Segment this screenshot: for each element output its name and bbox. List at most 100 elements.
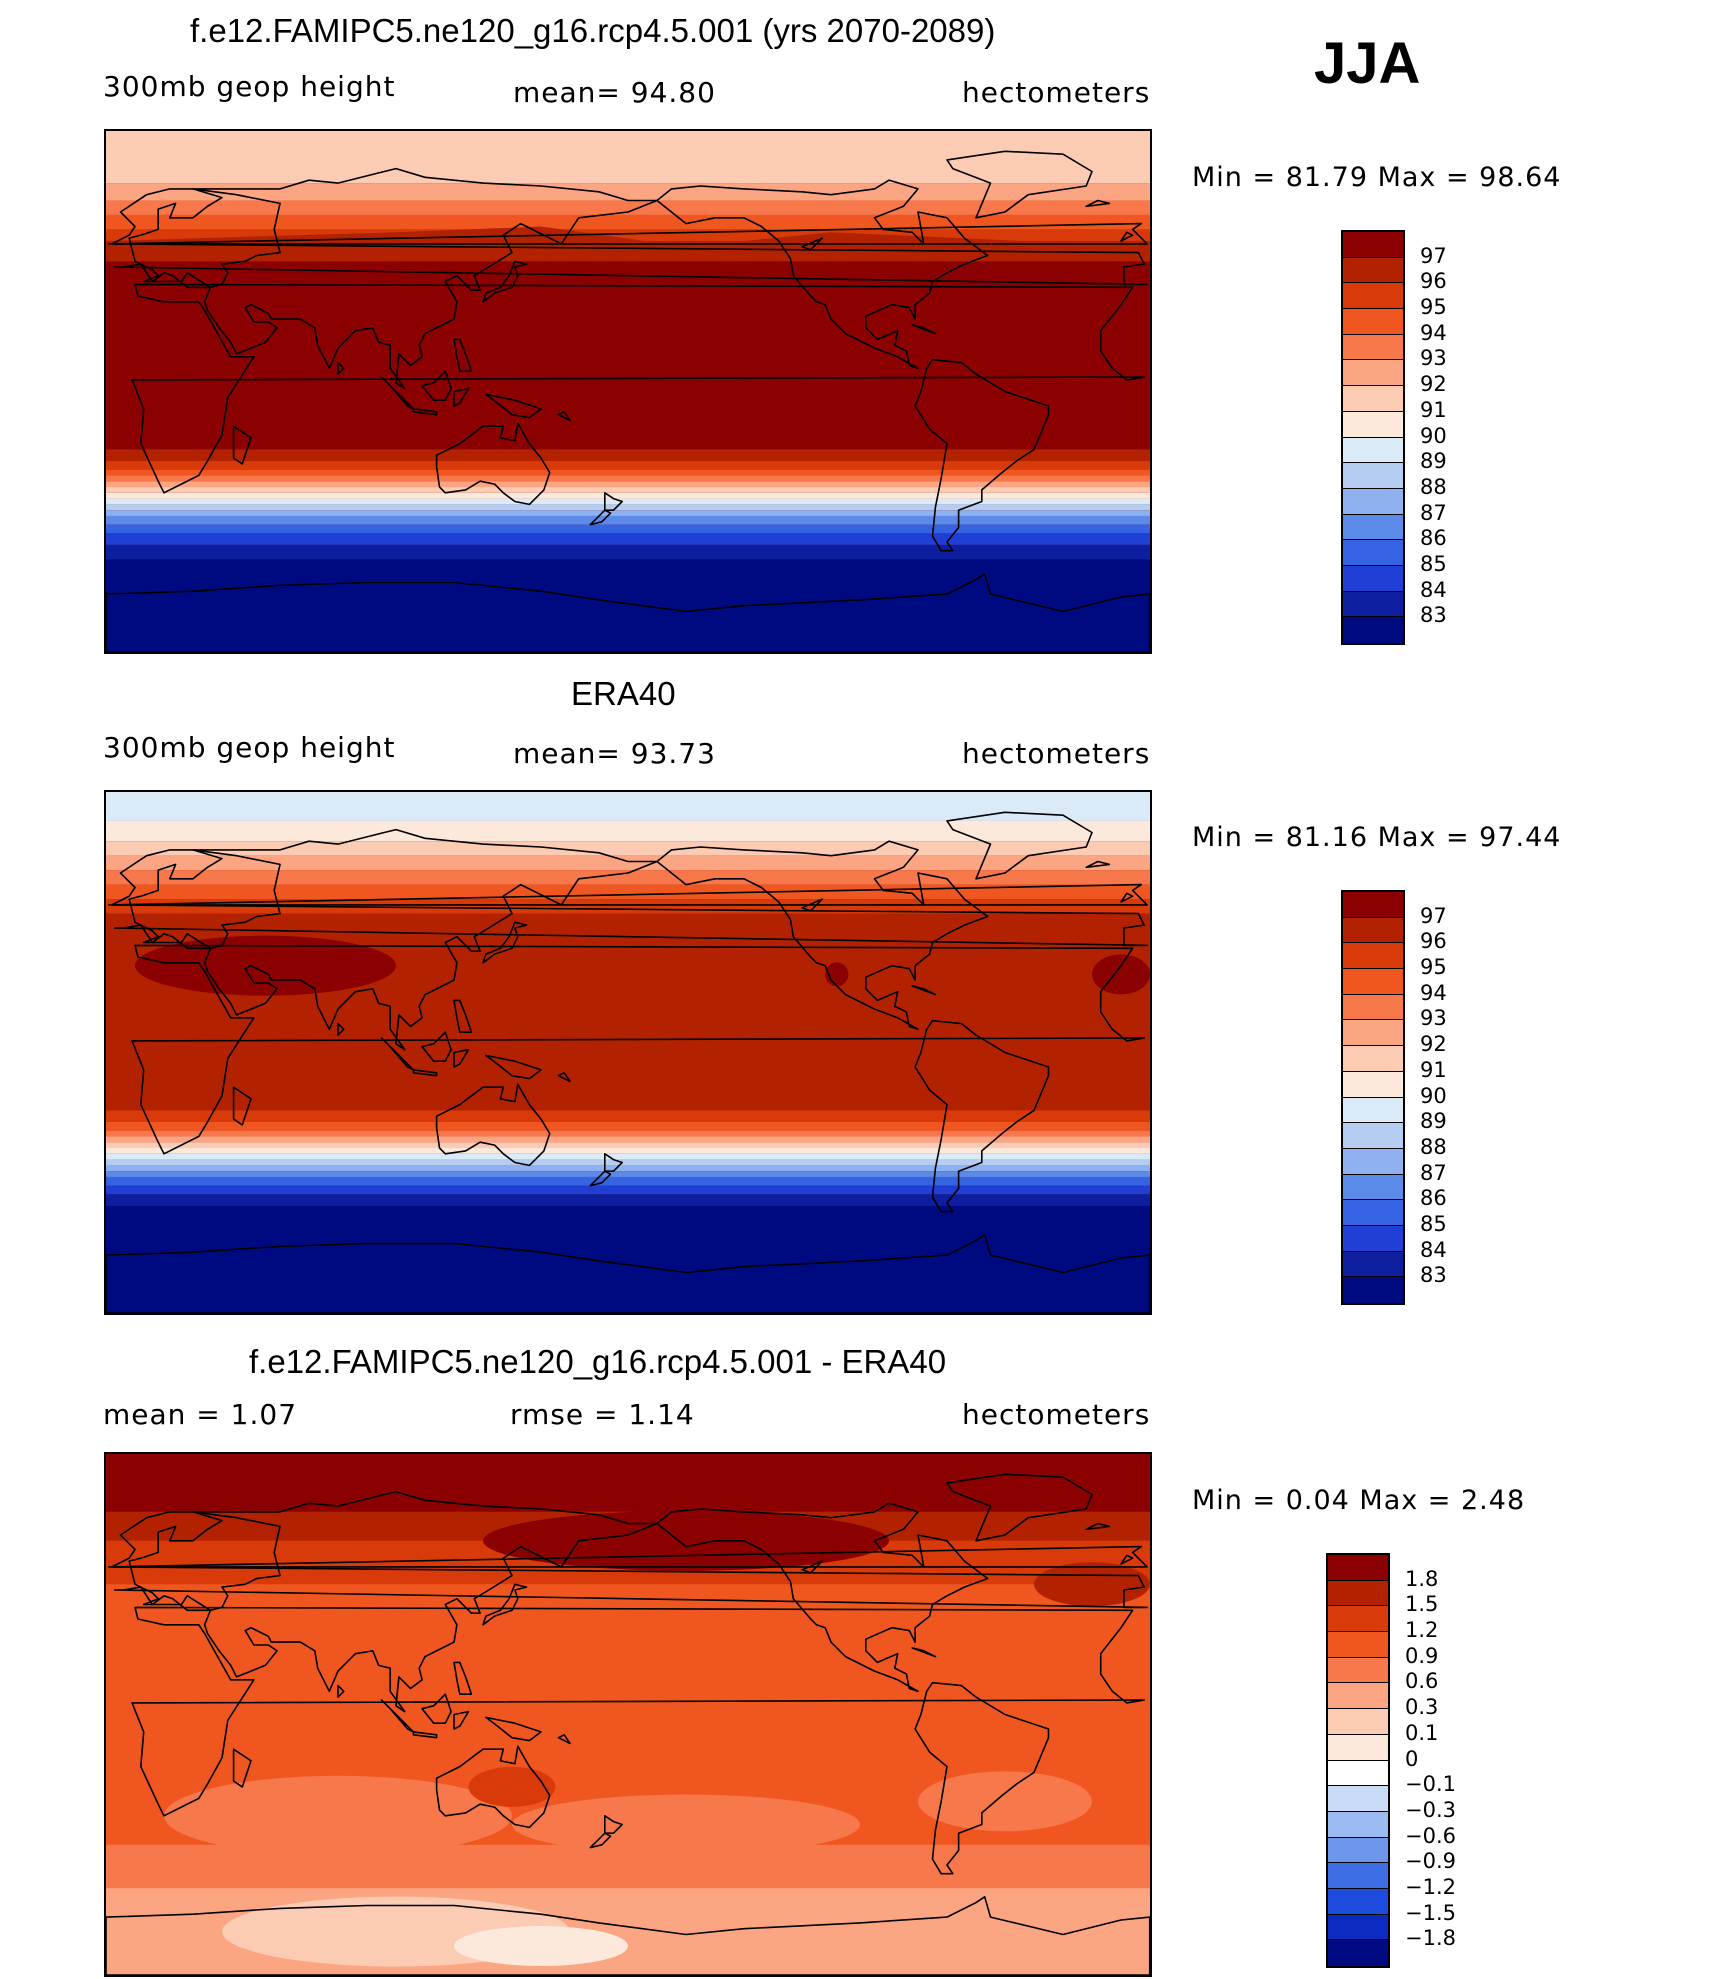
panel-diff-mean-label: mean = 1.07 xyxy=(103,1398,298,1431)
colorbar-swatch xyxy=(1328,1632,1388,1658)
colorbar-tick-label: 87 xyxy=(1420,1160,1447,1185)
panel-obs-units-label: hectometers xyxy=(962,737,1151,770)
coastline xyxy=(656,179,989,370)
contour-band xyxy=(106,460,1150,470)
island xyxy=(801,1560,824,1574)
island xyxy=(1120,1554,1134,1565)
colorbar-tick-label: 92 xyxy=(1420,372,1447,397)
coastline xyxy=(412,408,438,416)
contour-band xyxy=(106,1159,1150,1166)
colorbar-swatch xyxy=(1343,540,1403,566)
colorbar-tick-label: −1.2 xyxy=(1405,1874,1456,1899)
coastline xyxy=(106,1896,1150,1975)
colorbar-swatch xyxy=(1328,1863,1388,1889)
island xyxy=(1085,1522,1111,1531)
colorbar-tick-label: 95 xyxy=(1420,295,1447,320)
contour-band xyxy=(106,492,1150,499)
colorbar-tick-label: 96 xyxy=(1420,269,1447,294)
contour-band xyxy=(106,183,1150,201)
colorbar-tick-label: 94 xyxy=(1420,320,1447,345)
coastline xyxy=(946,811,1093,880)
contour-band xyxy=(106,1130,1150,1137)
colorbar-swatch xyxy=(1343,437,1403,464)
contour-band xyxy=(106,475,1150,482)
colorbar-swatch xyxy=(1328,1734,1388,1761)
colorbar-swatch xyxy=(1328,1940,1388,1966)
colorbar-tick-label: 0.9 xyxy=(1405,1643,1439,1668)
colorbar-swatch xyxy=(1343,386,1403,412)
coastline xyxy=(111,188,1148,289)
colorbar-swatch xyxy=(1343,917,1403,944)
colorbar-tick-label: 86 xyxy=(1420,1186,1447,1211)
island xyxy=(801,237,824,251)
island xyxy=(1120,231,1134,242)
coastline xyxy=(946,150,1093,219)
colorbar-swatch xyxy=(1343,1251,1403,1278)
colorbar-swatch xyxy=(1328,1555,1388,1581)
colorbar-tick-label: 87 xyxy=(1420,500,1447,525)
colorbar-swatch xyxy=(1343,1071,1403,1098)
coastline xyxy=(604,492,623,511)
island xyxy=(557,411,571,422)
contour-band xyxy=(106,855,1150,871)
colorbar-tick-label: −0.1 xyxy=(1405,1772,1456,1797)
colorbar-tick-label: 0.1 xyxy=(1405,1720,1439,1745)
colorbar-tick-label: 84 xyxy=(1420,577,1447,602)
colorbar-tick-label: −1.5 xyxy=(1405,1900,1456,1925)
colorbar-swatch xyxy=(1343,232,1403,258)
coastline xyxy=(111,1511,1148,1612)
colorbar-tick-label: 93 xyxy=(1420,1006,1447,1031)
contour-blob xyxy=(918,1771,1092,1832)
contour-band xyxy=(106,510,1150,516)
colorbar-swatch xyxy=(1328,1837,1388,1864)
coastline xyxy=(106,1234,1150,1313)
colorbar-tick-label: 0.6 xyxy=(1405,1669,1439,1694)
coastline xyxy=(435,1083,551,1167)
coastline xyxy=(106,573,1150,652)
panel-model-variable-label: 300mb geop height xyxy=(103,70,396,103)
coastline xyxy=(412,1069,438,1077)
coastline xyxy=(453,338,473,372)
contour-band xyxy=(106,1205,1150,1313)
contour-band xyxy=(106,1110,1150,1122)
panel-diff-rmse-label: rmse = 1.14 xyxy=(510,1398,695,1431)
coastline xyxy=(656,840,989,1031)
colorbar-swatch xyxy=(1328,1606,1388,1633)
contour-band xyxy=(106,1148,1150,1154)
contour-blob xyxy=(1034,1562,1150,1607)
coastline xyxy=(485,1716,542,1742)
colorbar-tick-label: −0.9 xyxy=(1405,1849,1456,1874)
coastline xyxy=(589,1832,612,1849)
colorbar-swatch xyxy=(1343,1225,1403,1252)
colorbar-swatch xyxy=(1343,1097,1403,1124)
contour-band xyxy=(106,469,1150,476)
coastline xyxy=(421,1031,452,1062)
coastline xyxy=(131,1606,1145,1817)
colorbar-swatch xyxy=(1343,565,1403,592)
colorbar-tick-label: −0.6 xyxy=(1405,1823,1456,1848)
coastline xyxy=(421,1693,452,1724)
panel-diff-minmax: Min = 0.04 Max = 2.48 xyxy=(1192,1485,1526,1516)
coastline xyxy=(946,1473,1093,1542)
colorbar-swatch xyxy=(1328,1657,1388,1684)
contour-band xyxy=(106,524,1150,534)
contour-band xyxy=(106,1176,1150,1186)
colorbar-swatch xyxy=(1328,1580,1388,1607)
colorbar-tick-label: 90 xyxy=(1420,1083,1447,1108)
contour-band xyxy=(106,1165,1150,1172)
panel-obs-minmax: Min = 81.16 Max = 97.44 xyxy=(1192,822,1562,853)
island xyxy=(557,1072,571,1083)
coastline xyxy=(453,387,470,407)
colorbar-swatch xyxy=(1343,943,1403,970)
contour-band xyxy=(106,487,1150,493)
panel-model-colorbar xyxy=(1341,230,1405,645)
panel-obs-colorbar xyxy=(1341,890,1405,1305)
panel-diff-units-label: hectometers xyxy=(962,1398,1151,1431)
colorbar-tick-label: 83 xyxy=(1420,603,1447,628)
contour-band xyxy=(106,899,1150,914)
colorbar-swatch xyxy=(1328,1760,1388,1787)
colorbar-tick-label: 91 xyxy=(1420,1057,1447,1082)
colorbar-swatch xyxy=(1328,1888,1388,1915)
panel-model-minmax: Min = 81.79 Max = 98.64 xyxy=(1192,162,1562,193)
colorbar-tick-label: 1.8 xyxy=(1405,1566,1439,1591)
